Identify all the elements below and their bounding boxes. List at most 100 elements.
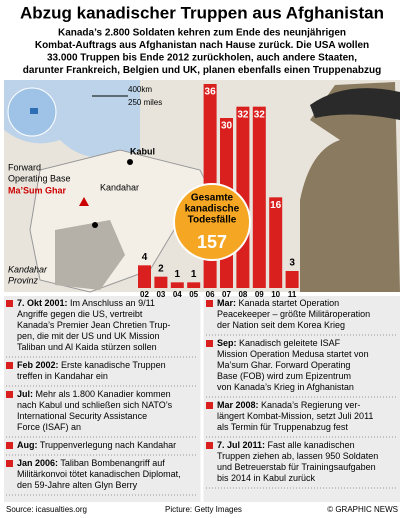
entry-text: Angriffe gegen die US, vertreibt	[17, 309, 143, 319]
value-label: 1	[175, 269, 181, 280]
entry-line: International Security Assistance	[17, 411, 147, 421]
province-shape	[55, 220, 125, 290]
x-tick-label: 02	[140, 290, 149, 299]
entry-date: 7. Okt 2001:	[17, 298, 68, 308]
bullet	[6, 460, 13, 467]
subtitle: Kanada’s 2.800 Soldaten kehren zum Ende …	[58, 28, 346, 39]
entry-line: treffen in Kandahar ein	[17, 371, 108, 381]
entry-line: der Nation seit dem Korea Krieg	[217, 320, 345, 330]
total-label: Gesamte	[191, 193, 234, 204]
kandahar-marker	[92, 222, 98, 228]
entry-text: als Termin für Truppenabzug fest	[217, 422, 348, 432]
base-label: Operating Base	[8, 173, 71, 183]
entry-line: längert Kombat-Mission, setzt Juli 2011	[217, 411, 373, 421]
entry-text: der Nation seit dem Korea Krieg	[217, 320, 345, 330]
entry-text: längert Kombat-Mission, setzt Juli 2011	[217, 411, 373, 421]
entry-text: Mission Operation Medusa startet von	[217, 349, 369, 359]
base-marker	[79, 197, 89, 206]
base-name: Ma’Sum Ghar	[8, 185, 67, 195]
entry-text: Ma’sum Ghar. Forward Operating	[217, 360, 350, 370]
total-label: Todesfälle	[188, 215, 237, 226]
entry-text: Im Anschluss an 9/11	[68, 298, 155, 308]
entry-line: Jan 2006: Taliban Bombenangriff auf	[17, 458, 165, 468]
value-label: 3	[289, 258, 295, 269]
entry-date: Feb 2002:	[17, 360, 59, 370]
province-label: Provinz	[8, 275, 39, 285]
bar	[269, 197, 283, 288]
value-label: 36	[205, 87, 217, 98]
value-label: 32	[237, 109, 249, 120]
entry-date: Jul:	[17, 389, 33, 399]
entry-text: den 59-Jahre alten Glyn Berry	[17, 480, 138, 490]
base-label: Forward	[8, 162, 41, 172]
bullet	[206, 300, 213, 307]
entry-line: Sep: Kanadisch geleitete ISAF	[217, 338, 341, 348]
x-tick-label: 04	[173, 290, 182, 299]
photo-beret	[310, 88, 400, 120]
total-badge	[173, 183, 251, 261]
kabul-label: Kabul	[130, 146, 155, 156]
kandahar-label: Kandahar	[100, 182, 139, 192]
bullet	[206, 340, 213, 347]
subtitle: darunter Frankreich, Belgien und UK, pla…	[23, 65, 381, 76]
credit: © GRAPHIC NEWS	[327, 505, 398, 514]
entry-text: Militärkonvoi tötet kanadischen Diplomat…	[17, 469, 181, 479]
entry-text: Taliban Bombenangriff auf	[58, 458, 165, 468]
entry-line: Force (ISAF) an	[17, 422, 81, 432]
entry-text: Kanada’s Premier Jean Chretien Trup-	[17, 320, 170, 330]
entry-line: bis 2014 in Kabul zurück	[217, 473, 316, 483]
globe-marker	[30, 108, 38, 114]
bar	[285, 271, 299, 288]
entry-line: Base (FOB) wird zum Epizentrum	[217, 371, 351, 381]
province-label: Kandahar	[8, 264, 48, 274]
entry-line: Truppen ziehen ab, lassen 950 Soldaten	[217, 451, 378, 461]
entry-line: nach Kabul und schließen sich NATO’s	[17, 400, 173, 410]
entry-line: und Betreuerstab für Trainingsaufgaben	[217, 462, 376, 472]
entry-line: Mar: Kanada startet Operation	[217, 298, 339, 308]
entry-text: Fast alle kanadischen	[265, 440, 355, 450]
entry-date: Aug:	[17, 440, 38, 450]
x-tick-label: 03	[156, 290, 165, 299]
entry-line: Mission Operation Medusa startet von	[217, 349, 369, 359]
entry-date: Sep:	[217, 338, 237, 348]
entry-text: bis 2014 in Kabul zurück	[217, 473, 316, 483]
bullet	[6, 300, 13, 307]
entry-line: Peacekeeper – größte Militäroperation	[217, 309, 370, 319]
value-label: 30	[221, 121, 233, 132]
photo-soldier	[300, 82, 400, 292]
entry-line: 7. Jul 2011: Fast alle kanadischen	[217, 440, 355, 450]
x-tick-label: 11	[288, 290, 297, 299]
entry-line: pen, die mit der US und UK Mission	[17, 331, 160, 341]
entry-line: Ma’sum Ghar. Forward Operating	[217, 360, 350, 370]
entry-text: nach Kabul und schließen sich NATO’s	[17, 400, 173, 410]
value-label: 16	[270, 200, 282, 211]
entry-line: von Kanada’s Krieg in Afghanistan	[217, 382, 354, 392]
entry-text: Kanada startet Operation	[236, 298, 339, 308]
entry-line: 7. Okt 2001: Im Anschluss an 9/11	[17, 298, 155, 308]
entry-line: Angriffe gegen die US, vertreibt	[17, 309, 143, 319]
entry-text: Force (ISAF) an	[17, 422, 81, 432]
bullet	[6, 362, 13, 369]
total-label: kanadische	[185, 204, 240, 215]
entry-text: Peacekeeper – größte Militäroperation	[217, 309, 370, 319]
bullet	[6, 391, 13, 398]
source: Source: icasualties.org	[6, 505, 87, 514]
entry-date: Mar 2008:	[217, 400, 259, 410]
value-label: 32	[254, 109, 266, 120]
title: Abzug kanadischer Truppen aus Afghanista…	[20, 3, 384, 22]
entry-date: Mar:	[217, 298, 236, 308]
entry-text: Base (FOB) wird zum Epizentrum	[217, 371, 351, 381]
bar	[187, 282, 201, 288]
x-tick-label: 06	[206, 290, 215, 299]
entry-line: Taliban und Al Kaida stürzen sollen	[17, 342, 157, 352]
bullet	[6, 442, 13, 449]
entry-text: und Betreuerstab für Trainingsaufgaben	[217, 462, 376, 472]
entry-line: den 59-Jahre alten Glyn Berry	[17, 480, 138, 490]
kabul-marker	[127, 159, 133, 165]
bar	[138, 265, 151, 288]
entry-line: Kanada’s Premier Jean Chretien Trup-	[17, 320, 170, 330]
entry-date: 7. Jul 2011:	[217, 440, 265, 450]
entry-text: International Security Assistance	[17, 411, 147, 421]
entry-text: Kanada’s Regierung ver-	[259, 400, 361, 410]
bar	[154, 276, 168, 288]
